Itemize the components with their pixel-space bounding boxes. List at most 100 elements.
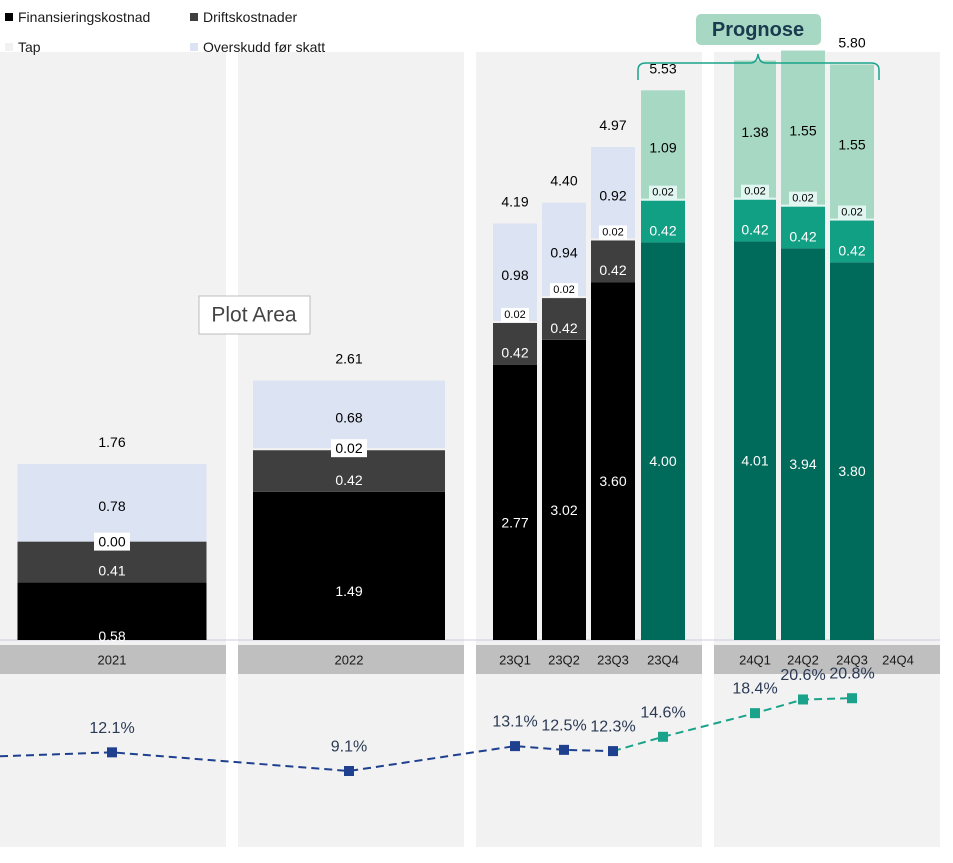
bar-operating-23Q1 — [493, 322, 537, 365]
prognose-label: Prognose — [712, 19, 804, 41]
category-label-2022: 2022 — [335, 653, 364, 668]
data-label-operating-23Q1: 0.42 — [501, 345, 528, 361]
line-label-2021: 12.1% — [89, 720, 134, 737]
bar-financing-23Q4 — [641, 242, 685, 640]
legend-label-4: Overskudd før skatt — [203, 39, 325, 55]
line-label-23Q2: 12.5% — [541, 717, 586, 734]
data-label-profit-23Q4: 1.09 — [649, 139, 676, 155]
category-label-23Q3: 23Q3 — [597, 653, 629, 668]
category-label-24Q1: 24Q1 — [739, 653, 771, 668]
legend-swatch-2 — [190, 13, 198, 21]
data-label-box-loss-23Q2 — [550, 283, 578, 298]
category-band-2 — [238, 645, 464, 674]
category-band-1 — [0, 645, 226, 674]
category-band-3 — [476, 645, 702, 674]
bar-operating-23Q2 — [542, 298, 586, 340]
data-label-financing-23Q2: 3.02 — [550, 502, 577, 518]
total-label-23Q4: 5.53 — [649, 60, 676, 76]
line-label-24Q2: 20.6% — [780, 667, 825, 684]
total-label-24Q3: 5.80 — [838, 34, 865, 50]
prognose-box — [696, 14, 821, 45]
total-label-23Q3: 4.97 — [599, 117, 626, 133]
bar-financing-24Q1 — [734, 241, 776, 640]
data-label-profit-24Q3: 1.55 — [838, 137, 865, 153]
data-label-operating-24Q2: 0.42 — [789, 228, 816, 244]
line-marker-23Q4 — [658, 731, 668, 742]
data-label-profit-23Q2: 0.94 — [550, 244, 577, 260]
data-label-operating-23Q3: 0.42 — [599, 262, 626, 278]
series-line-actual — [0, 745, 614, 773]
plot-area-tooltip: Plot Area — [211, 304, 297, 327]
bar-financing-24Q3 — [830, 262, 874, 640]
category-label-24Q3: 24Q3 — [836, 653, 868, 668]
legend-label-3: Tap — [18, 39, 41, 55]
data-label-operating-2022: 0.42 — [335, 472, 362, 488]
data-label-box-loss-23Q1 — [501, 307, 529, 322]
bar-operating-24Q1 — [734, 199, 776, 242]
total-label-2021: 1.76 — [98, 434, 125, 450]
bar-profit-23Q4 — [641, 90, 685, 199]
total-label-23Q2: 4.40 — [550, 173, 577, 189]
plot-area-tooltip-box — [198, 295, 311, 335]
data-label-loss-24Q3: 0.02 — [841, 207, 862, 219]
data-label-profit-23Q1: 0.98 — [501, 267, 528, 283]
category-label-24Q4: 24Q4 — [882, 653, 914, 668]
bar-profit-2022 — [253, 380, 445, 449]
bar-profit-23Q2 — [542, 202, 586, 297]
bar-profit-24Q2 — [781, 50, 825, 205]
data-label-operating-24Q3: 0.42 — [838, 242, 865, 258]
data-label-profit-2022: 0.68 — [335, 409, 362, 425]
bar-financing-23Q1 — [493, 364, 537, 640]
data-label-box-loss-24Q1 — [741, 184, 769, 199]
line-marker-24Q3 — [847, 693, 857, 704]
line-label-23Q3: 12.3% — [590, 719, 635, 736]
data-label-loss-24Q2: 0.02 — [792, 193, 813, 205]
category-label-2021: 2021 — [98, 653, 127, 668]
data-label-financing-24Q1: 4.01 — [741, 453, 768, 469]
line-label-23Q4: 14.6% — [640, 704, 685, 721]
bar-profit-23Q1 — [493, 223, 537, 321]
data-label-box-loss-24Q3 — [838, 205, 866, 220]
data-label-profit-23Q3: 0.92 — [599, 188, 626, 204]
data-label-financing-24Q2: 3.94 — [789, 456, 816, 472]
legend-label-1: Finansieringskostnad — [18, 9, 150, 25]
data-label-operating-23Q4: 0.42 — [649, 222, 676, 238]
line-label-24Q1: 18.4% — [732, 681, 777, 698]
data-label-loss-2021: 0.00 — [98, 534, 125, 550]
line-marker-2022 — [344, 766, 354, 776]
data-label-loss-23Q3: 0.02 — [602, 226, 623, 238]
data-label-box-loss-23Q4 — [649, 185, 677, 200]
data-label-financing-2022: 1.49 — [335, 583, 362, 599]
bar-financing-24Q2 — [781, 248, 825, 640]
line-marker-23Q2 — [559, 744, 569, 755]
bar-profit-24Q1 — [734, 60, 776, 198]
category-label-24Q2: 24Q2 — [787, 653, 819, 668]
line-marker-2021 — [107, 747, 117, 758]
prognose-bracket — [637, 53, 880, 80]
bar-profit-23Q3 — [591, 146, 635, 239]
data-label-financing-2021: 0.58 — [98, 628, 125, 644]
data-label-loss-24Q1: 0.02 — [744, 186, 765, 198]
line-marker-23Q1 — [510, 741, 520, 752]
legend-swatch-3 — [5, 43, 13, 51]
data-label-box-loss-2021 — [94, 532, 130, 551]
bar-operating-24Q2 — [781, 206, 825, 249]
line-marker-23Q3 — [608, 746, 618, 757]
data-label-operating-23Q2: 0.42 — [550, 320, 577, 336]
line-label-24Q3: 20.8% — [829, 666, 874, 683]
data-label-box-loss-23Q3 — [599, 225, 627, 240]
bar-financing-23Q2 — [542, 339, 586, 640]
total-label-23Q1: 4.19 — [501, 194, 528, 210]
data-label-operating-2021: 0.41 — [98, 562, 125, 578]
data-label-loss-23Q1: 0.02 — [504, 309, 525, 321]
category-label-23Q4: 23Q4 — [647, 653, 679, 668]
legend-swatch-4 — [190, 43, 198, 51]
bar-operating-23Q4 — [641, 200, 685, 243]
legend-label-2: Driftskostnader — [203, 9, 297, 25]
data-label-box-loss-2022 — [331, 439, 367, 458]
data-label-profit-24Q2: 1.55 — [789, 123, 816, 139]
data-label-financing-24Q3: 3.80 — [838, 463, 865, 479]
data-label-loss-23Q4: 0.02 — [652, 187, 673, 199]
data-label-financing-23Q4: 4.00 — [649, 453, 676, 469]
legend-swatch-1 — [5, 13, 13, 21]
